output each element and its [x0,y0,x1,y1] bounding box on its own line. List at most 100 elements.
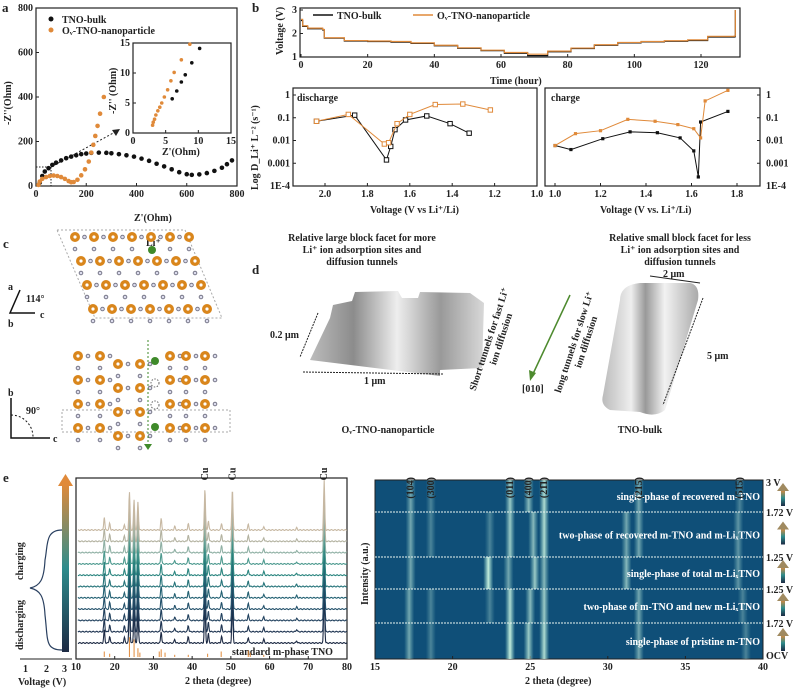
legend-label-bulk: TNO-bulk [337,11,382,22]
angle-90-label: 90° [26,406,40,417]
heatmap-band [484,589,495,623]
charge-x-label: Voltage (V vs. Li⁺/Li) [600,205,691,216]
inset-ov-point [162,95,167,99]
oxygen-atom [157,306,162,312]
hkl-label: (300) [426,477,437,499]
atom-highlight [104,283,108,287]
atom-highlight [92,235,96,239]
bulk-data-point [50,162,55,168]
xrd-trace [77,582,348,633]
ov-marker [726,88,730,92]
oxygen-atom [173,270,179,276]
x-tick-label: 20 [110,662,120,673]
atom-highlight [136,259,140,263]
discharge-title: discharge [297,93,339,104]
bulk-data-point [146,158,152,164]
atom-highlight [73,235,77,239]
left-heading-line: diffusion tunnels [326,257,398,268]
right-heading-line: diffusion tunnels [644,257,716,268]
hkl-label: (104̄) [406,477,417,499]
atom-highlight [168,354,172,358]
y-tick-label: 5 [125,98,130,109]
cu-peak-label: Cu [319,467,330,480]
oxygen-atom [115,373,121,379]
atom-highlight [76,354,80,358]
li-ion-label: Li⁺ [146,238,161,249]
oxygen-atom [195,306,200,312]
atom-highlight [168,235,172,239]
y-tick-label: 10 [120,68,130,79]
nanoparticle-block-image [310,291,484,376]
legend-label-ov: Oᵥ-TNO-nanoparticle [437,11,531,22]
atom-highlight [116,362,120,366]
heatmap-band [539,480,550,512]
xrd-trace [77,559,348,611]
heatmap-band [405,557,416,589]
oxygen-atom [119,306,124,312]
discharge-plot-frame [292,87,538,187]
voltage-boundary-label: OCV [766,651,789,662]
atom-highlight [168,426,172,430]
ov-data-point [71,179,76,185]
bulk-marker [726,109,730,114]
atom-highlight [116,386,120,390]
inset-bulk-point [190,61,194,65]
oxygen-atom [75,413,81,419]
inset-x-axis-label: Z'(Ohm) [162,147,200,158]
heatmap-band [505,589,516,623]
atom-highlight [98,402,102,406]
oxygen-atom [193,425,199,431]
atom-highlight [187,235,191,239]
right-caption: TNO-bulk [618,425,663,436]
ov-data-point [78,173,84,178]
oxygen-atom [186,246,192,252]
oxygen-atom [183,389,189,395]
oxygen-atom [167,389,173,395]
bulk-data-point [176,169,182,175]
oxygen-atom [125,361,131,367]
ov-data-point [62,176,68,182]
panel-e: charging discharging 1 2 3 Voltage (V) 2… [15,467,794,688]
voltage-boundary-label: 1.72 V [766,619,794,630]
angle-arc [10,414,34,438]
oxygen-atom [97,365,103,371]
ov-diffusion-line [554,89,729,146]
inset-ov-point [152,117,157,121]
heatmap-band [425,480,436,512]
heatmap-band [539,557,550,589]
x-tick-label: 1.4 [640,189,653,200]
atom-highlight [138,386,142,390]
heatmap-band [633,623,644,659]
bulk-marker [569,147,573,152]
x-tick-label: 1.0 [549,189,562,200]
ov-data-point [75,177,80,183]
inset-ov-point [151,120,156,124]
inset-ov-point [157,105,162,109]
ov-voltage-line [301,10,736,55]
section-arrow-head [777,628,789,636]
bulk-data-point [219,165,225,171]
li-ion-atom [151,423,159,431]
dim-long-label: 5 μm [707,351,729,362]
section-arrow-head [777,593,789,601]
xrd-trace [77,480,348,532]
atom-highlight [98,426,102,430]
x-tick-label: 0 [299,60,304,71]
ov-marker [381,141,388,147]
panel-c-crystal-structure: a b c 114° b c 90° Li⁺ [8,229,231,451]
heatmap-band [539,623,550,659]
charge-plot-frame [544,87,761,187]
oxygen-atom [183,365,189,371]
ov-marker [626,117,630,121]
discharging-label: discharging [15,600,26,650]
x-tick-label: 70 [303,662,313,673]
panel-label-e: e [3,470,9,485]
x-tick-label: 1.4 [446,189,459,200]
dim-width-label: 2 μm [663,269,685,280]
bulk-data-point [83,151,89,156]
axis-b-label: b [8,319,14,330]
heatmap-band [734,480,745,512]
x-tick-label: 1.8 [361,189,374,200]
oxygen-atom [75,437,81,443]
bulk-data-point [63,155,69,161]
